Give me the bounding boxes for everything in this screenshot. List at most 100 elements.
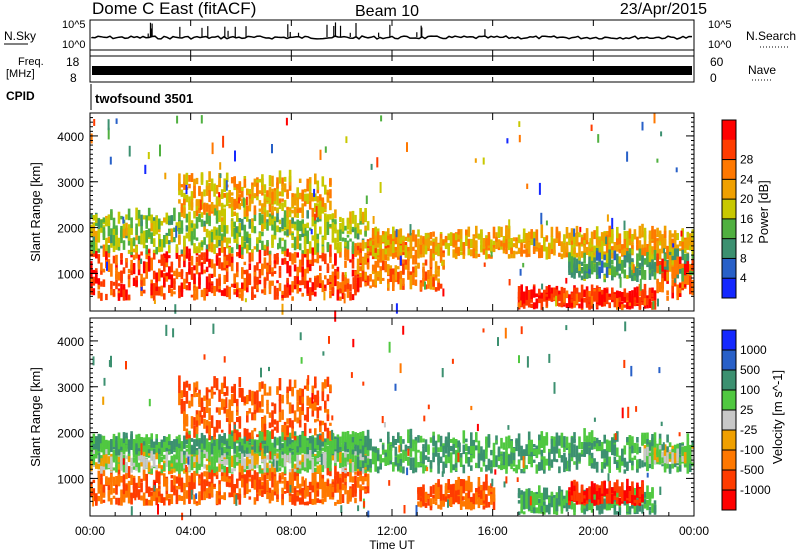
echo-mark [193, 228, 196, 240]
echo-mark [90, 438, 93, 443]
echo-mark [334, 502, 337, 506]
echo-mark [356, 223, 360, 228]
echo-mark [437, 243, 440, 256]
echo-mark [641, 121, 644, 131]
echo-mark [470, 465, 473, 471]
echo-mark [278, 191, 282, 197]
echo-mark [238, 463, 242, 473]
echo-mark [223, 392, 226, 397]
echo-mark [671, 233, 674, 238]
echo-mark [526, 183, 529, 190]
echo-mark [308, 485, 312, 491]
echo-mark [210, 202, 214, 212]
echo-mark [686, 270, 690, 281]
echo-mark [588, 290, 591, 301]
echo-mark [296, 492, 299, 496]
echo-mark [168, 245, 171, 254]
echo-mark [545, 296, 549, 301]
echo-mark [643, 234, 647, 241]
echo-mark [127, 208, 131, 221]
echo-mark [600, 299, 604, 306]
echo-mark [623, 256, 627, 267]
echo-mark [417, 254, 420, 259]
echo-mark [575, 456, 579, 470]
echo-mark [225, 254, 229, 261]
echo-mark [595, 233, 599, 238]
echo-mark [543, 289, 546, 298]
echo-mark [168, 215, 171, 226]
echo-mark [195, 237, 199, 241]
echo-mark [208, 407, 211, 420]
echo-mark [266, 242, 269, 256]
echo-mark [432, 452, 435, 463]
echo-mark [387, 431, 390, 444]
echo-mark [689, 285, 692, 295]
echo-mark [555, 226, 559, 239]
echo-mark [233, 211, 236, 216]
echo-mark [236, 189, 239, 202]
echo-mark [359, 266, 362, 272]
echo-mark [286, 207, 289, 218]
echo-mark [233, 432, 236, 442]
echo-mark [364, 225, 367, 236]
echo-mark [678, 263, 682, 269]
echo-mark [178, 271, 181, 277]
echo-mark [208, 204, 211, 216]
echo-mark [268, 492, 272, 504]
echo-mark [412, 464, 415, 474]
echo-mark [532, 302, 536, 310]
echo-mark [158, 485, 161, 489]
echo-mark [238, 493, 242, 505]
echo-mark [339, 247, 342, 258]
echo-mark [105, 293, 108, 301]
echo-mark [218, 240, 221, 247]
echo-mark [540, 440, 544, 448]
echo-mark [225, 482, 229, 487]
echo-mark [631, 234, 634, 242]
echo-mark [406, 142, 408, 152]
echo-mark [178, 173, 181, 183]
echo-mark [334, 310, 337, 322]
echo-mark [278, 203, 282, 210]
echo-mark [253, 409, 257, 414]
echo-mark [168, 240, 171, 245]
echo-mark [220, 464, 224, 470]
echo-mark [643, 270, 647, 280]
echo-mark [246, 205, 249, 217]
echo-mark [278, 394, 282, 401]
echo-mark [220, 474, 224, 482]
echo-mark [308, 277, 312, 283]
echo-mark [160, 270, 164, 278]
echo-mark [374, 235, 377, 249]
echo-mark [291, 442, 294, 449]
echo-mark [225, 285, 229, 298]
echo-mark [185, 246, 189, 259]
echo-mark [198, 208, 201, 211]
echo-mark [92, 215, 96, 221]
echo-mark [110, 484, 113, 495]
echo-mark [185, 184, 188, 195]
echo-mark [492, 247, 496, 253]
echo-mark [673, 266, 677, 271]
echo-mark [502, 236, 506, 241]
echo-mark [132, 263, 136, 275]
echo-mark [107, 119, 110, 131]
echo-mark [683, 275, 687, 289]
echo-mark [519, 268, 522, 276]
echo-mark [283, 250, 287, 257]
echo-mark [336, 482, 340, 493]
echo-mark [97, 232, 101, 243]
echo-mark [641, 255, 644, 266]
echo-mark [359, 469, 362, 481]
echo-mark [145, 498, 148, 506]
echo-mark [339, 441, 342, 448]
echo-mark [193, 243, 196, 254]
echo-mark [278, 266, 282, 272]
echo-mark [394, 241, 398, 245]
echo-mark [266, 222, 269, 231]
echo-mark [334, 209, 337, 219]
echo-mark [465, 235, 468, 246]
echo-mark [613, 293, 617, 304]
echo-mark [105, 218, 108, 227]
